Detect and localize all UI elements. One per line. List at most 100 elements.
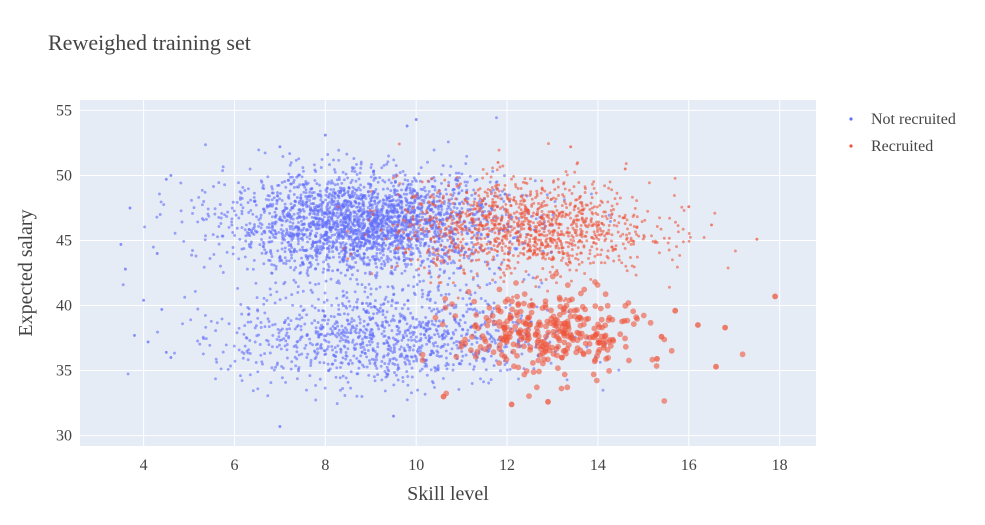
- data-point: [435, 354, 439, 358]
- data-point: [476, 250, 480, 254]
- data-point: [501, 164, 505, 168]
- data-point: [492, 307, 496, 310]
- data-point: [346, 257, 350, 261]
- data-point: [484, 299, 487, 303]
- data-point: [542, 212, 546, 216]
- data-point: [269, 250, 272, 254]
- data-point: [338, 376, 342, 380]
- data-point: [376, 373, 380, 377]
- data-point: [444, 334, 448, 338]
- data-point: [430, 309, 434, 313]
- data-point: [313, 212, 317, 216]
- data-point: [311, 291, 314, 294]
- data-point: [612, 223, 616, 227]
- data-point: [466, 197, 470, 201]
- data-point: [574, 198, 578, 202]
- data-point: [533, 249, 537, 253]
- data-point: [350, 273, 354, 277]
- data-point: [479, 297, 483, 300]
- data-point: [337, 175, 341, 179]
- data-point: [339, 365, 342, 369]
- data-point: [556, 237, 560, 241]
- data-point: [381, 201, 385, 205]
- data-point: [352, 319, 356, 323]
- data-point: [681, 240, 685, 244]
- data-point: [239, 191, 243, 195]
- data-point: [252, 195, 256, 199]
- data-point: [454, 197, 458, 201]
- data-point: [243, 228, 247, 232]
- data-point: [347, 340, 351, 344]
- data-point: [345, 318, 349, 322]
- data-point: [403, 208, 407, 212]
- data-point: [429, 217, 433, 221]
- data-point: [321, 309, 325, 313]
- data-point: [319, 342, 323, 346]
- data-point: [435, 200, 439, 203]
- data-point: [241, 185, 245, 189]
- data-point: [180, 220, 184, 224]
- data-point: [476, 284, 480, 288]
- data-point: [318, 377, 322, 381]
- data-point: [474, 258, 478, 262]
- data-point: [302, 222, 306, 226]
- data-point: [325, 209, 329, 213]
- data-point: [291, 206, 295, 210]
- data-point: [349, 277, 352, 281]
- data-point: [631, 239, 635, 243]
- data-point: [494, 219, 498, 223]
- data-point: [502, 187, 506, 191]
- data-point: [448, 257, 452, 261]
- data-point: [221, 234, 225, 238]
- data-point: [398, 171, 402, 175]
- data-point: [310, 242, 314, 246]
- data-point: [406, 210, 410, 214]
- data-point: [592, 230, 596, 234]
- data-point: [547, 229, 551, 233]
- data-point: [231, 231, 235, 234]
- data-point: [547, 216, 551, 220]
- data-point: [345, 328, 349, 332]
- data-point: [257, 218, 261, 222]
- data-point: [257, 148, 261, 152]
- data-point: [347, 265, 351, 269]
- data-point: [312, 163, 316, 167]
- data-point: [385, 339, 389, 343]
- data-point: [562, 251, 566, 255]
- data-point: [392, 343, 396, 347]
- data-point: [444, 292, 448, 296]
- data-point: [576, 246, 580, 250]
- data-point: [367, 282, 371, 286]
- data-point: [515, 210, 519, 214]
- data-point: [565, 213, 569, 217]
- data-point: [358, 334, 362, 338]
- data-point: [462, 314, 466, 318]
- data-point: [218, 203, 222, 206]
- data-point: [554, 213, 558, 217]
- data-point: [398, 195, 402, 199]
- data-point: [489, 212, 493, 216]
- data-point: [289, 266, 293, 269]
- data-point: [537, 202, 540, 205]
- data-point: [482, 196, 486, 200]
- data-point: [363, 224, 366, 228]
- data-point: [251, 267, 255, 271]
- data-point: [343, 394, 347, 397]
- data-point: [541, 267, 545, 271]
- data-point: [449, 227, 453, 230]
- data-point: [486, 246, 490, 250]
- data-point: [438, 199, 442, 203]
- data-point: [554, 218, 558, 222]
- data-point: [590, 182, 594, 186]
- data-point: [265, 298, 269, 302]
- data-point: [493, 223, 497, 226]
- data-point: [410, 366, 414, 370]
- data-point: [344, 351, 348, 354]
- data-point: [585, 239, 589, 243]
- data-point: [532, 211, 536, 215]
- data-point: [509, 213, 513, 217]
- data-point: [204, 143, 207, 147]
- data-point: [242, 332, 246, 336]
- data-point: [208, 343, 212, 347]
- data-point: [385, 226, 389, 230]
